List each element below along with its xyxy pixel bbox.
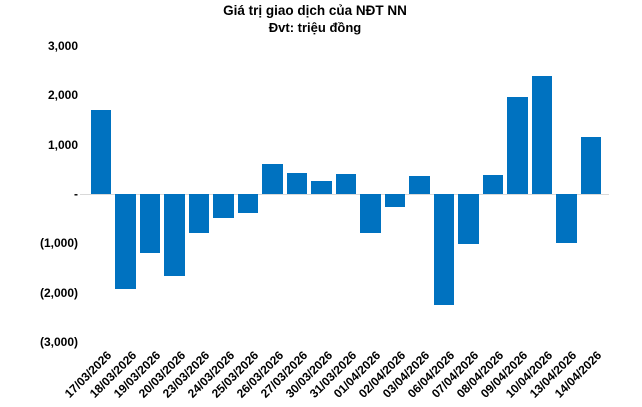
y-axis-tick-label: 3,000 (47, 39, 78, 53)
bar (286, 173, 308, 194)
bar (164, 194, 185, 277)
bar (139, 194, 161, 254)
y-axis-tick-label: 2,000 (47, 88, 78, 103)
bar (433, 194, 455, 305)
bar (556, 194, 577, 244)
zero-axis-line (80, 193, 609, 195)
bar (237, 194, 259, 214)
bar (384, 194, 406, 208)
bar (507, 96, 528, 194)
bar (335, 174, 357, 194)
bar (213, 194, 234, 219)
bar (311, 180, 332, 194)
bar (482, 174, 504, 194)
bar (90, 110, 112, 194)
y-axis-tick-label: - (74, 187, 78, 201)
y-axis-tick-label: 1,000 (47, 137, 78, 152)
y-axis-tick-label: (2,000) (39, 285, 78, 300)
y-axis-tick-label: (1,000) (39, 236, 78, 251)
bar (188, 194, 210, 234)
bar (262, 164, 283, 194)
bar (360, 194, 381, 234)
bar (531, 75, 553, 194)
bar (409, 175, 430, 194)
bar (115, 194, 136, 290)
chart-title: Giá trị giao dịch của NĐT NN (223, 3, 407, 18)
bar (458, 194, 479, 245)
bar (580, 136, 602, 194)
chart-subtitle: Đvt: triệu đồng (268, 20, 362, 35)
y-axis-tick-label: (3,000) (39, 334, 78, 349)
